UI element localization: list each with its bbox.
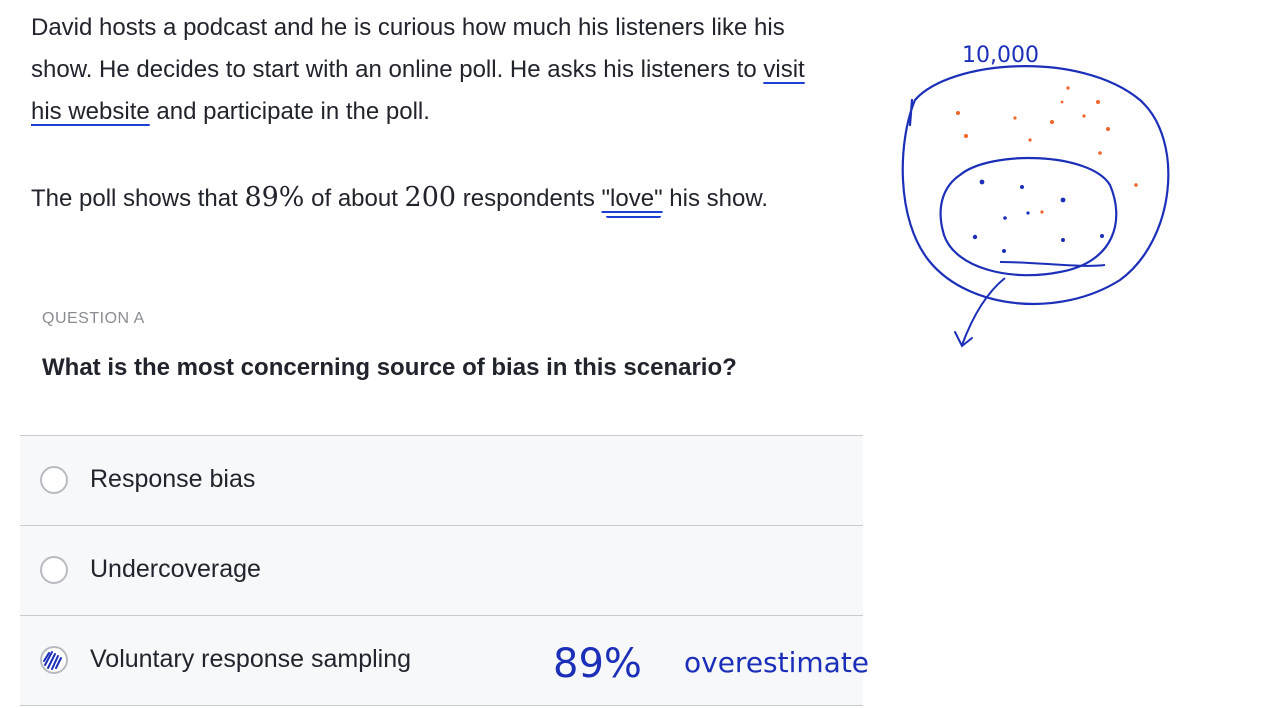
percent-value: 89% [244, 182, 305, 213]
love-underline [605, 211, 661, 218]
question-label: QUESTION A [42, 310, 145, 327]
sample-stroke [999, 261, 1106, 267]
scribble-fill-icon [43, 651, 62, 670]
population-circle [901, 65, 1170, 306]
passage-text: and participate in the poll. [149, 98, 430, 125]
choice-label: Response bias [90, 465, 256, 493]
passage-paragraph-2: The poll shows that 89% of about 200 res… [31, 177, 831, 220]
question-prompt: What is the most concerning source of bi… [42, 354, 737, 381]
respondent-count: 200 [404, 182, 457, 213]
respondent-dots [972, 179, 1104, 253]
radio-button-selected[interactable] [40, 646, 68, 674]
answer-choices: Response bias Undercoverage Voluntary re… [20, 435, 863, 706]
choice-voluntary-response-sampling[interactable]: Voluntary response sampling [20, 615, 863, 706]
passage-text: of about [304, 185, 405, 212]
passage-text: David hosts a podcast and he is curious … [31, 14, 785, 83]
choice-label: Undercoverage [90, 555, 261, 583]
radio-button[interactable] [40, 466, 68, 494]
arrow-line [961, 277, 1006, 346]
radio-button[interactable] [40, 556, 68, 584]
passage-text: The poll shows that [31, 185, 245, 212]
passage-text: his show. [662, 185, 768, 212]
population-label: 10,000 [962, 43, 1039, 68]
passage-paragraph-1: David hosts a podcast and he is curious … [31, 7, 831, 133]
website-link[interactable]: visit his website [31, 56, 805, 125]
choice-label: Voluntary response sampling [90, 645, 412, 673]
nonrespondent-dots [956, 86, 1138, 214]
choice-undercoverage[interactable]: Undercoverage [20, 525, 863, 615]
arrow-head [954, 331, 973, 348]
sample-circle [939, 156, 1118, 277]
choice-response-bias[interactable]: Response bias [20, 435, 863, 525]
love-quote: "love" [602, 185, 663, 218]
passage-text: respondents [456, 185, 602, 212]
